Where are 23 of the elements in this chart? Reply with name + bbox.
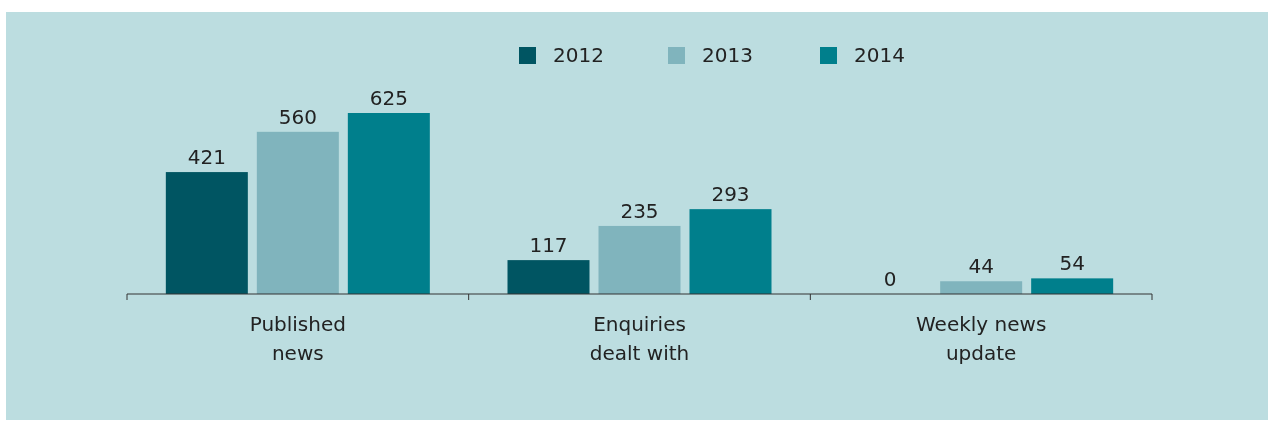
- bar: [940, 281, 1023, 294]
- data-label: 293: [711, 182, 750, 207]
- bar: [347, 113, 430, 294]
- x-tick-label: Weekly news update: [916, 312, 1047, 365]
- bar: [507, 260, 590, 294]
- legend-label: 2014: [854, 43, 905, 67]
- data-label: 44: [968, 254, 994, 279]
- bar: [598, 225, 681, 294]
- bar: [1031, 278, 1114, 294]
- x-tick-label: Published news: [249, 312, 346, 365]
- data-label: 117: [529, 233, 568, 258]
- data-label: 625: [369, 86, 408, 110]
- bar: [165, 172, 248, 294]
- data-label: 235: [620, 198, 659, 223]
- legend-label: 2012: [553, 43, 604, 67]
- data-label: 54: [1059, 251, 1085, 276]
- x-tick-label: Enquiries dealt with: [589, 312, 690, 365]
- bar: [689, 209, 772, 294]
- bar: [256, 131, 339, 294]
- data-label: 560: [278, 104, 317, 129]
- legend-label: 2013: [702, 43, 753, 67]
- data-label: 0: [883, 267, 897, 291]
- data-label: 421: [187, 145, 226, 170]
